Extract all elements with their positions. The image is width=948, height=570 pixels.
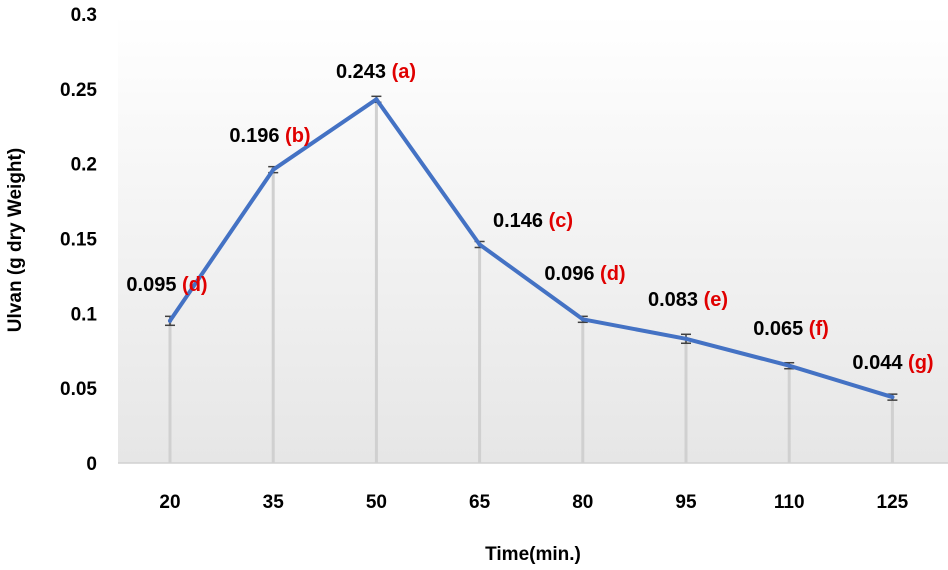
y-tick-label: 0.25: [60, 80, 97, 101]
x-axis-title: Time(min.): [485, 544, 581, 565]
x-tick-label: 95: [675, 492, 697, 513]
group-label: (a): [386, 61, 416, 83]
data-point: [477, 242, 482, 247]
group-label: (c): [543, 210, 573, 232]
data-label: 0.096 (d): [544, 263, 625, 285]
value-label: 0.196: [229, 125, 279, 147]
y-tick-label: 0.3: [71, 5, 97, 26]
data-point: [580, 317, 585, 322]
value-label: 0.095: [126, 274, 176, 296]
value-label: 0.044: [852, 352, 903, 374]
x-tick-label: 20: [159, 492, 180, 513]
value-label: 0.065: [753, 318, 803, 340]
data-point: [787, 363, 792, 368]
y-tick-label: 0: [86, 454, 97, 475]
group-label: (g): [902, 352, 933, 374]
x-tick-label: 125: [877, 492, 909, 513]
group-label: (f): [803, 318, 829, 340]
value-label: 0.146: [493, 210, 543, 232]
y-tick-label: 0.2: [71, 155, 97, 176]
value-label: 0.096: [544, 263, 594, 285]
data-label: 0.196 (b): [229, 125, 310, 147]
series-line: [168, 97, 895, 400]
data-point: [684, 336, 688, 341]
value-label: 0.083: [648, 289, 698, 311]
x-tick-label: 50: [366, 492, 387, 513]
data-label: 0.146 (c): [493, 210, 573, 232]
data-point: [890, 395, 895, 400]
data-label: 0.044 (g): [852, 352, 933, 374]
x-tick-label: 110: [774, 492, 805, 513]
y-tick-label: 0.15: [60, 230, 97, 251]
x-tick-label: 35: [263, 492, 285, 513]
data-label: 0.243 (a): [336, 61, 416, 83]
data-point: [168, 318, 172, 323]
group-label: (b): [279, 125, 310, 147]
y-axis-title: Ulvan (g dry Weight): [5, 148, 26, 332]
y-tick-label: 0.05: [60, 379, 97, 400]
data-label: 0.095 (d): [126, 274, 207, 296]
x-tick-label: 80: [572, 492, 593, 513]
group-label: (d): [594, 263, 625, 285]
value-label: 0.243: [336, 61, 386, 83]
data-point: [271, 167, 276, 172]
group-label: (d): [176, 274, 207, 296]
x-tick-label: 65: [469, 492, 491, 513]
data-point: [374, 97, 379, 102]
y-tick-label: 0.1: [71, 304, 98, 325]
data-label: 0.065 (f): [753, 318, 829, 340]
plot-area: [118, 14, 948, 463]
data-label: 0.083 (e): [648, 289, 728, 311]
group-label: (e): [698, 289, 728, 311]
